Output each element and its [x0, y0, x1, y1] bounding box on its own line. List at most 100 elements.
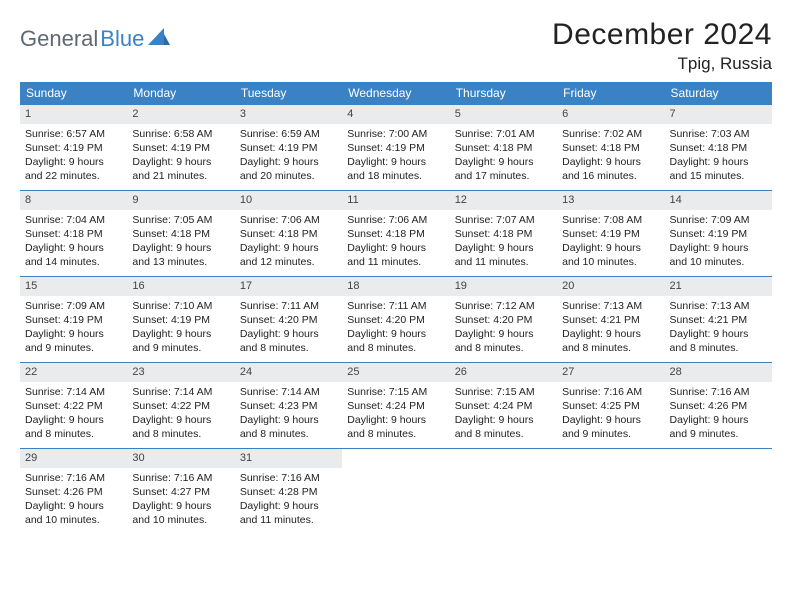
sunrise-line: Sunrise: 7:11 AM	[240, 299, 337, 313]
sunset-line: Sunset: 4:26 PM	[25, 485, 122, 499]
weekday-header: Thursday	[450, 82, 557, 105]
daylight-line: Daylight: 9 hours and 9 minutes.	[25, 327, 122, 355]
location: Tpig, Russia	[552, 54, 772, 74]
day-number: 8	[20, 191, 127, 210]
day-number: 26	[450, 363, 557, 382]
sunrise-line: Sunrise: 6:57 AM	[25, 127, 122, 141]
sunset-line: Sunset: 4:24 PM	[455, 399, 552, 413]
day-cell: 14Sunrise: 7:09 AMSunset: 4:19 PMDayligh…	[665, 191, 772, 277]
day-body: Sunrise: 7:06 AMSunset: 4:18 PMDaylight:…	[235, 210, 342, 274]
day-number: 22	[20, 363, 127, 382]
sunrise-line: Sunrise: 7:16 AM	[25, 471, 122, 485]
day-number: 14	[665, 191, 772, 210]
daylight-line: Daylight: 9 hours and 20 minutes.	[240, 155, 337, 183]
sunset-line: Sunset: 4:18 PM	[455, 227, 552, 241]
day-body: Sunrise: 7:16 AMSunset: 4:28 PMDaylight:…	[235, 468, 342, 532]
day-body: Sunrise: 7:07 AMSunset: 4:18 PMDaylight:…	[450, 210, 557, 274]
day-cell: 18Sunrise: 7:11 AMSunset: 4:20 PMDayligh…	[342, 277, 449, 363]
daylight-line: Daylight: 9 hours and 8 minutes.	[240, 413, 337, 441]
day-body: Sunrise: 6:58 AMSunset: 4:19 PMDaylight:…	[127, 124, 234, 188]
sunrise-line: Sunrise: 7:15 AM	[347, 385, 444, 399]
day-body: Sunrise: 7:08 AMSunset: 4:19 PMDaylight:…	[557, 210, 664, 274]
daylight-line: Daylight: 9 hours and 11 minutes.	[240, 499, 337, 527]
sunset-line: Sunset: 4:20 PM	[455, 313, 552, 327]
sunset-line: Sunset: 4:24 PM	[347, 399, 444, 413]
weekday-header: Friday	[557, 82, 664, 105]
day-body: Sunrise: 7:16 AMSunset: 4:27 PMDaylight:…	[127, 468, 234, 532]
day-number: 11	[342, 191, 449, 210]
day-number: 3	[235, 105, 342, 124]
daylight-line: Daylight: 9 hours and 9 minutes.	[132, 327, 229, 355]
day-number: 12	[450, 191, 557, 210]
sunrise-line: Sunrise: 7:15 AM	[455, 385, 552, 399]
sunset-line: Sunset: 4:18 PM	[562, 141, 659, 155]
day-cell: 21 Sunrise: 7:13 AMSunset: 4:21 PMDayligh…	[665, 277, 772, 363]
weekday-header-row: SundayMondayTuesdayWednesdayThursdayFrid…	[20, 82, 772, 105]
daylight-line: Daylight: 9 hours and 16 minutes.	[562, 155, 659, 183]
sunset-line: Sunset: 4:22 PM	[25, 399, 122, 413]
day-body: Sunrise: 6:59 AMSunset: 4:19 PMDaylight:…	[235, 124, 342, 188]
day-number: 27	[557, 363, 664, 382]
day-body: Sunrise: 7:15 AMSunset: 4:24 PMDaylight:…	[450, 382, 557, 446]
day-body: Sunrise: 7:06 AMSunset: 4:18 PMDaylight:…	[342, 210, 449, 274]
sunset-line: Sunset: 4:20 PM	[347, 313, 444, 327]
day-number: 21	[665, 277, 772, 296]
day-cell: 28Sunrise: 7:16 AMSunset: 4:26 PMDayligh…	[665, 363, 772, 449]
day-body: Sunrise: 7:14 AMSunset: 4:22 PMDaylight:…	[20, 382, 127, 446]
day-number: 5	[450, 105, 557, 124]
day-cell: 1Sunrise: 6:57 AMSunset: 4:19 PMDaylight…	[20, 105, 127, 191]
sunrise-line: Sunrise: 7:13 AM	[562, 299, 659, 313]
day-body: Sunrise: 7:00 AMSunset: 4:19 PMDaylight:…	[342, 124, 449, 188]
sunrise-line: Sunrise: 7:13 AM	[670, 299, 767, 313]
day-body: Sunrise: 7:15 AMSunset: 4:24 PMDaylight:…	[342, 382, 449, 446]
daylight-line: Daylight: 9 hours and 13 minutes.	[132, 241, 229, 269]
day-number: 31	[235, 449, 342, 468]
sunrise-line: Sunrise: 7:14 AM	[240, 385, 337, 399]
sunrise-line: Sunrise: 7:09 AM	[25, 299, 122, 313]
daylight-line: Daylight: 9 hours and 11 minutes.	[455, 241, 552, 269]
sunrise-line: Sunrise: 7:06 AM	[240, 213, 337, 227]
day-body: Sunrise: 7:14 AMSunset: 4:23 PMDaylight:…	[235, 382, 342, 446]
sunrise-line: Sunrise: 7:16 AM	[240, 471, 337, 485]
daylight-line: Daylight: 9 hours and 10 minutes.	[25, 499, 122, 527]
day-body: Sunrise: 7:01 AMSunset: 4:18 PMDaylight:…	[450, 124, 557, 188]
weekday-header: Wednesday	[342, 82, 449, 105]
sunset-line: Sunset: 4:18 PM	[455, 141, 552, 155]
calendar-table: SundayMondayTuesdayWednesdayThursdayFrid…	[20, 82, 772, 535]
calendar-row: 29Sunrise: 7:16 AMSunset: 4:26 PMDayligh…	[20, 449, 772, 535]
day-cell: 9Sunrise: 7:05 AMSunset: 4:18 PMDaylight…	[127, 191, 234, 277]
day-cell: 7Sunrise: 7:03 AMSunset: 4:18 PMDaylight…	[665, 105, 772, 191]
sunset-line: Sunset: 4:21 PM	[670, 313, 767, 327]
day-number: 20	[557, 277, 664, 296]
day-cell: 10Sunrise: 7:06 AMSunset: 4:18 PMDayligh…	[235, 191, 342, 277]
sunset-line: Sunset: 4:20 PM	[240, 313, 337, 327]
calendar-row: 8Sunrise: 7:04 AMSunset: 4:18 PMDaylight…	[20, 191, 772, 277]
calendar-row: 22Sunrise: 7:14 AMSunset: 4:22 PMDayligh…	[20, 363, 772, 449]
day-body: Sunrise: 7:16 AMSunset: 4:25 PMDaylight:…	[557, 382, 664, 446]
sunset-line: Sunset: 4:18 PM	[132, 227, 229, 241]
sunrise-line: Sunrise: 7:16 AM	[132, 471, 229, 485]
day-cell: 24Sunrise: 7:14 AMSunset: 4:23 PMDayligh…	[235, 363, 342, 449]
header: GeneralBlue December 2024 Tpig, Russia	[20, 18, 772, 74]
day-cell: 22Sunrise: 7:14 AMSunset: 4:22 PMDayligh…	[20, 363, 127, 449]
day-cell: ..	[557, 449, 664, 535]
daylight-line: Daylight: 9 hours and 15 minutes.	[670, 155, 767, 183]
day-body: Sunrise: 7:16 AMSunset: 4:26 PMDaylight:…	[665, 382, 772, 446]
day-body: Sunrise: 7:02 AMSunset: 4:18 PMDaylight:…	[557, 124, 664, 188]
day-cell: 12Sunrise: 7:07 AMSunset: 4:18 PMDayligh…	[450, 191, 557, 277]
daylight-line: Daylight: 9 hours and 8 minutes.	[670, 327, 767, 355]
day-cell: 19Sunrise: 7:12 AMSunset: 4:20 PMDayligh…	[450, 277, 557, 363]
daylight-line: Daylight: 9 hours and 8 minutes.	[132, 413, 229, 441]
sunrise-line: Sunrise: 7:08 AM	[562, 213, 659, 227]
day-cell: 31Sunrise: 7:16 AMSunset: 4:28 PMDayligh…	[235, 449, 342, 535]
day-cell: ..	[665, 449, 772, 535]
weekday-header: Tuesday	[235, 82, 342, 105]
day-body: Sunrise: 7:09 AMSunset: 4:19 PMDaylight:…	[20, 296, 127, 360]
daylight-line: Daylight: 9 hours and 9 minutes.	[562, 413, 659, 441]
day-cell: 2Sunrise: 6:58 AMSunset: 4:19 PMDaylight…	[127, 105, 234, 191]
sunset-line: Sunset: 4:18 PM	[25, 227, 122, 241]
day-cell: 27Sunrise: 7:16 AMSunset: 4:25 PMDayligh…	[557, 363, 664, 449]
day-cell: 26Sunrise: 7:15 AMSunset: 4:24 PMDayligh…	[450, 363, 557, 449]
sunrise-line: Sunrise: 6:59 AM	[240, 127, 337, 141]
sunset-line: Sunset: 4:19 PM	[25, 141, 122, 155]
